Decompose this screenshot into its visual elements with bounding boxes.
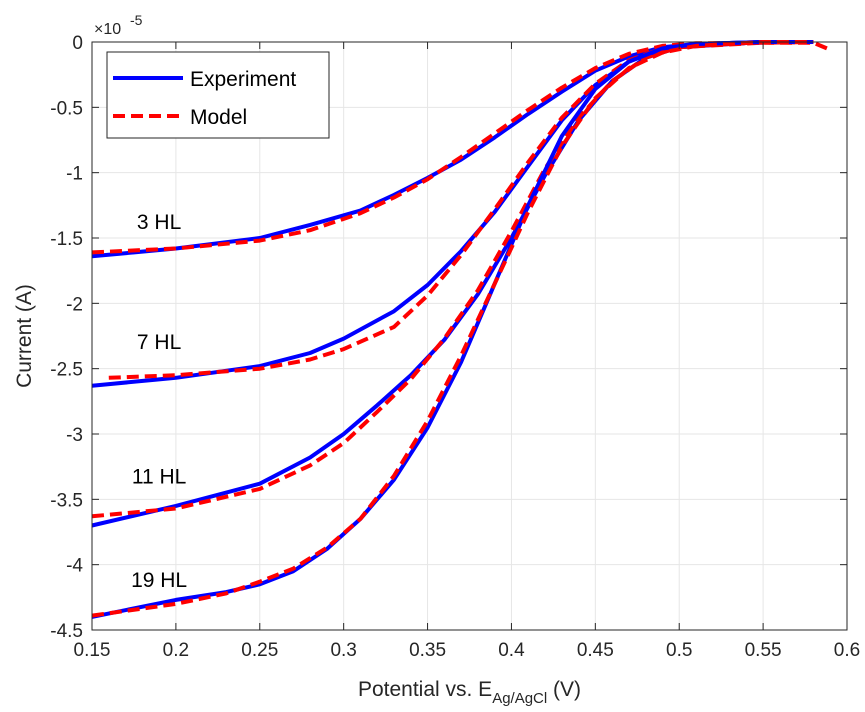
y-tick-label: -1 (66, 164, 83, 185)
x-tick-label: 0.15 (74, 640, 111, 661)
x-tick-label: 0.55 (745, 640, 782, 661)
curve-label: 11 HL (132, 466, 186, 489)
legend-label-experiment: Experiment (190, 68, 296, 91)
y-tick-label: 0 (72, 33, 83, 54)
x-tick-label: 0.45 (577, 640, 614, 661)
curve-annotations: 3 HL 7 HL 11 HL 19 HL (131, 211, 187, 592)
y-tick-label: -0.5 (50, 98, 83, 119)
x-tick-label: 0.4 (498, 640, 525, 661)
x-tick-label: 0.3 (330, 640, 356, 661)
plot-frame (91, 41, 848, 631)
y-exponent-power: -5 (130, 12, 143, 28)
series-line-model (108, 40, 814, 380)
x-tick-label: 0.6 (834, 640, 860, 661)
series-line-model (91, 40, 814, 519)
y-tick-label: -3.5 (50, 490, 83, 511)
x-tick-label: 0.25 (241, 640, 278, 661)
y-tick-label: -4 (66, 556, 83, 577)
y-tick-label: -4.5 (50, 621, 83, 642)
x-tick-label: 0.2 (163, 640, 189, 661)
y-tick-label: -3 (66, 425, 83, 446)
x-axis-title: Potential vs. EAg/AgCl (V) (358, 678, 581, 707)
x-tick-label: 0.35 (409, 640, 446, 661)
y-axis-exponent: ×10 -5 (94, 12, 143, 38)
y-exponent-base: ×10 (94, 21, 121, 38)
x-tick-label: 0.5 (666, 640, 692, 661)
y-tick-label: -2 (66, 294, 83, 315)
curve-label: 19 HL (131, 569, 187, 592)
legend: Experiment Model (106, 51, 330, 139)
series-line-experiment (91, 40, 814, 619)
y-tick-label: -1.5 (50, 229, 83, 250)
series-layer (91, 40, 831, 619)
curve-label: 7 HL (137, 331, 181, 354)
y-axis-title: Current (A) (13, 284, 36, 388)
legend-box (106, 51, 330, 139)
x-axis-title-main: Potential vs. E (358, 678, 492, 701)
x-axis-title-subscript: Ag/AgCl (492, 690, 547, 707)
y-tick-label: -2.5 (50, 360, 83, 381)
curve-label: 3 HL (137, 211, 181, 234)
x-axis-title-unit: (V) (547, 678, 581, 701)
series-line-model (91, 40, 814, 618)
legend-label-model: Model (190, 106, 247, 129)
tick-layer: 0.15 0.2 0.25 0.3 0.35 0.4 0.45 0.5 0.55 0.6 0 -0.5… (50, 33, 860, 661)
